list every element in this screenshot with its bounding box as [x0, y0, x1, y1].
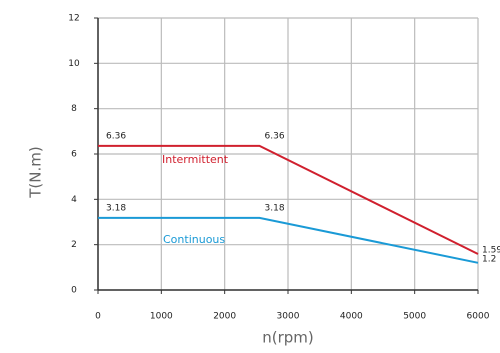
legend-label: Continuous: [163, 233, 225, 246]
data-label: 1.2: [482, 254, 496, 264]
y-tick-label: 6: [71, 150, 77, 160]
data-label: 6.36: [265, 131, 285, 141]
x-tick-label: 1000: [150, 312, 173, 322]
data-label: 3.18: [106, 203, 126, 213]
x-axis-title: n(rpm): [262, 329, 314, 347]
y-tick-label: 4: [71, 195, 77, 205]
legend-label: Intermittent: [162, 153, 229, 166]
x-tick-label: 2000: [213, 312, 236, 322]
x-tick-label: 5000: [403, 312, 426, 322]
y-tick-label: 2: [71, 240, 77, 250]
x-tick-label: 0: [95, 312, 101, 322]
data-label: 1.59: [482, 245, 500, 255]
data-label: 6.36: [106, 131, 126, 141]
x-tick-label: 3000: [277, 312, 300, 322]
y-tick-label: 10: [68, 59, 80, 69]
y-tick-label: 12: [68, 14, 79, 24]
series-line: [98, 216, 479, 264]
series-line: [98, 144, 479, 255]
y-tick-label: 0: [71, 286, 77, 296]
x-tick-label: 4000: [340, 312, 363, 322]
data-label: 3.18: [265, 203, 285, 213]
x-tick-label: 6000: [467, 312, 490, 322]
y-axis-title: T(N.m): [27, 146, 45, 198]
y-tick-label: 8: [71, 104, 77, 114]
